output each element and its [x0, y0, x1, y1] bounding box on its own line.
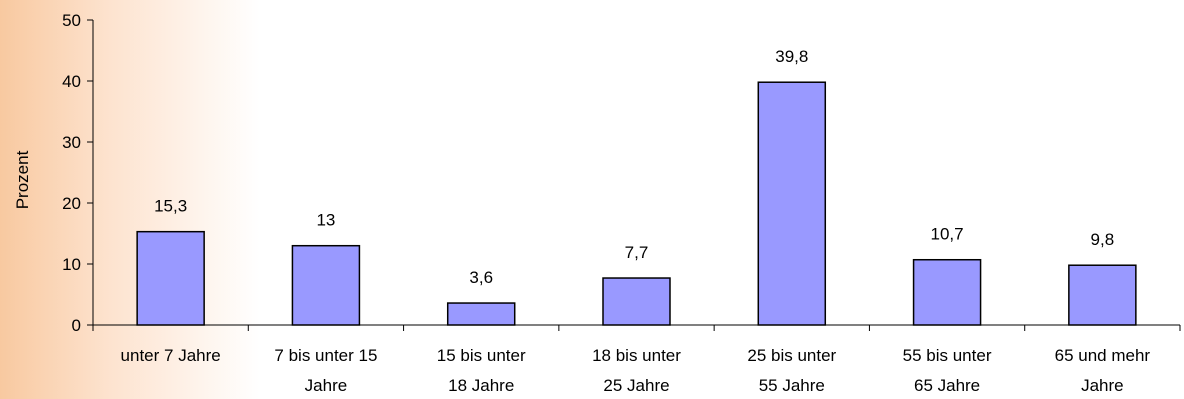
x-tick-label: 55 bis unter 65 Jahre: [903, 346, 992, 395]
x-tick-label: 25 bis unter 55 Jahre: [747, 346, 836, 395]
bar-series: [136, 81, 1137, 326]
y-tick-label: 40: [62, 72, 81, 91]
x-tick-label-line: 18 Jahre: [448, 376, 514, 395]
bar: [446, 302, 516, 326]
x-axis: unter 7 Jahre 7 bis unter 15 Jahre 15 bis u…: [92, 324, 1181, 395]
x-tick-label: 65 und mehr Jahre: [1055, 346, 1151, 395]
x-tick-label-line: 55 Jahre: [759, 376, 825, 395]
y-tick-label: 10: [62, 255, 81, 274]
x-tick-label-line: 65 Jahre: [914, 376, 980, 395]
bar: [912, 258, 982, 326]
y-tick-label: 30: [62, 133, 81, 152]
x-tick-label-line: 18 bis unter: [592, 346, 681, 365]
x-tick-label: unter 7 Jahre: [121, 346, 221, 365]
y-axis: 0 10 20 30 40 50: [62, 11, 94, 335]
bar: [291, 244, 361, 326]
x-tick-label-line: Jahre: [1081, 376, 1124, 395]
bar: [1068, 264, 1137, 326]
x-tick-label: 18 bis unter 25 Jahre: [592, 346, 681, 395]
bar-value-label: 15,3: [154, 197, 187, 216]
x-tick-label-line: 7 bis unter 15: [274, 346, 377, 365]
bar-value-label: 13: [316, 211, 335, 230]
data-labels: 15,3 13 3,6 7,7 39,8 10,7 9,8: [154, 47, 1114, 287]
y-tick-label: 50: [62, 11, 81, 30]
x-tick-label-line: 55 bis unter: [903, 346, 992, 365]
bar-value-label: 39,8: [775, 47, 808, 66]
bar: [602, 277, 671, 326]
x-tick-label-line: 25 Jahre: [603, 376, 669, 395]
bar-value-label: 9,8: [1091, 230, 1115, 249]
x-tick-label: 7 bis unter 15 Jahre: [274, 346, 377, 395]
x-tick-label-line: Jahre: [305, 376, 348, 395]
y-axis-label: Prozent: [13, 150, 32, 209]
bar-value-label: 10,7: [931, 225, 964, 244]
y-tick-label: 20: [62, 194, 81, 213]
y-tick-label: 0: [72, 316, 81, 335]
bar: [136, 230, 205, 326]
x-tick-label-line: 25 bis unter: [747, 346, 836, 365]
x-tick-label-line: unter 7 Jahre: [121, 346, 221, 365]
bar-value-label: 7,7: [625, 243, 649, 262]
bar: [757, 81, 827, 326]
x-tick-label-line: 65 und mehr: [1055, 346, 1151, 365]
x-tick-label-line: 15 bis unter: [437, 346, 526, 365]
bar-value-label: 3,6: [469, 268, 493, 287]
x-tick-label: 15 bis unter 18 Jahre: [437, 346, 526, 395]
